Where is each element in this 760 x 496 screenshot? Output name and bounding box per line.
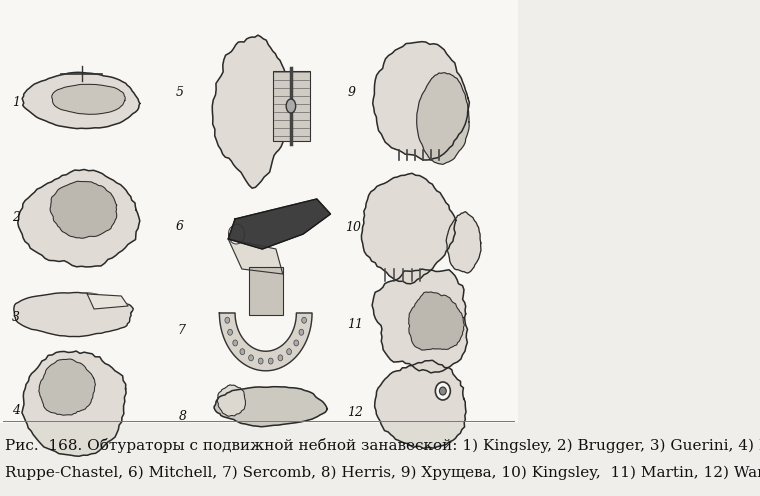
Polygon shape — [52, 84, 125, 114]
Ellipse shape — [299, 329, 304, 335]
Bar — [249, 267, 283, 315]
Ellipse shape — [278, 355, 283, 361]
Text: 6: 6 — [176, 220, 184, 233]
Polygon shape — [409, 292, 464, 350]
Ellipse shape — [287, 99, 296, 113]
Text: 4: 4 — [12, 404, 21, 417]
Text: 12: 12 — [347, 406, 363, 419]
Polygon shape — [14, 293, 133, 337]
Polygon shape — [372, 269, 467, 373]
Ellipse shape — [287, 349, 292, 355]
Ellipse shape — [302, 317, 306, 323]
Polygon shape — [212, 35, 292, 188]
Polygon shape — [50, 181, 117, 238]
Bar — [0, 0, 518, 423]
Polygon shape — [446, 212, 481, 273]
Ellipse shape — [249, 355, 253, 361]
Polygon shape — [372, 42, 470, 160]
Ellipse shape — [268, 358, 273, 364]
Ellipse shape — [258, 358, 263, 364]
Polygon shape — [375, 360, 466, 448]
Ellipse shape — [439, 387, 446, 395]
Text: 5: 5 — [176, 86, 184, 99]
Polygon shape — [416, 73, 469, 164]
Ellipse shape — [225, 317, 230, 323]
Polygon shape — [22, 351, 126, 456]
Text: Рис.  168. Обтураторы с подвижной небной занавеской: 1) Kingsley, 2) Brugger, 3): Рис. 168. Обтураторы с подвижной небной … — [5, 438, 760, 453]
Polygon shape — [362, 173, 456, 284]
Text: 11: 11 — [347, 318, 363, 331]
Ellipse shape — [435, 382, 451, 400]
Ellipse shape — [294, 340, 299, 346]
Polygon shape — [214, 387, 327, 427]
Text: 7: 7 — [177, 324, 185, 337]
Bar — [273, 71, 310, 141]
Text: 2: 2 — [12, 211, 21, 224]
Polygon shape — [229, 224, 245, 244]
Polygon shape — [17, 170, 140, 267]
Ellipse shape — [240, 349, 245, 355]
Polygon shape — [87, 294, 128, 309]
Text: 1: 1 — [12, 96, 21, 109]
Text: 10: 10 — [346, 221, 362, 234]
Polygon shape — [22, 72, 140, 128]
Polygon shape — [228, 239, 283, 274]
Text: Ruppe-Chastel, 6) Mitchell, 7) Sercomb, 8) Herris, 9) Хрущева, 10) Kingsley,  11: Ruppe-Chastel, 6) Mitchell, 7) Sercomb, … — [5, 466, 760, 481]
Polygon shape — [220, 313, 312, 371]
Polygon shape — [228, 199, 331, 249]
Polygon shape — [217, 385, 245, 416]
Text: 3: 3 — [12, 311, 21, 324]
Polygon shape — [39, 359, 96, 415]
Text: 8: 8 — [179, 410, 187, 423]
Text: 9: 9 — [347, 86, 356, 99]
Ellipse shape — [228, 329, 233, 335]
Ellipse shape — [233, 340, 238, 346]
